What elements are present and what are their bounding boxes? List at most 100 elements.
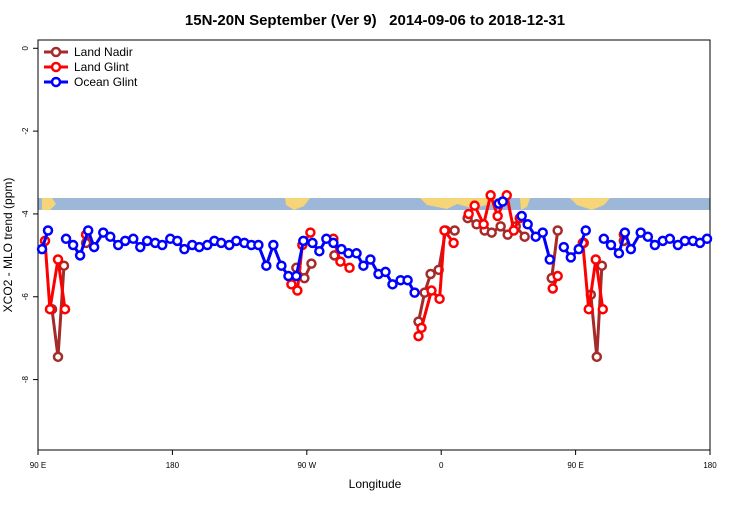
data-point <box>486 227 497 238</box>
data-point <box>52 254 64 265</box>
data-point <box>492 210 503 222</box>
data-point <box>463 208 474 220</box>
data-point <box>495 221 506 232</box>
data-point <box>409 287 420 298</box>
legend-label: Ocean Glint <box>74 75 138 89</box>
data-point <box>597 303 609 315</box>
data-point <box>580 225 592 236</box>
data-point <box>358 260 369 271</box>
legend-label: Land Nadir <box>74 45 133 59</box>
data-point <box>268 239 279 251</box>
data-point <box>36 243 48 255</box>
data-point <box>590 254 602 265</box>
data-point <box>413 330 424 342</box>
data-point <box>552 225 563 236</box>
data-point <box>485 190 496 201</box>
data-point <box>679 235 691 247</box>
map-strip <box>38 198 710 210</box>
x-tick-label: 90 E <box>30 461 46 470</box>
data-point <box>416 322 427 334</box>
y-tick-label: -8 <box>21 375 30 383</box>
data-point <box>335 256 346 267</box>
legend-label: Land Glint <box>74 60 129 74</box>
data-point <box>343 248 354 259</box>
y-tick-label: -2 <box>21 127 30 135</box>
data-point <box>276 260 287 271</box>
data-point <box>74 250 86 261</box>
x-axis-label: Longitude <box>349 477 402 491</box>
data-point <box>591 351 603 363</box>
data-point <box>231 235 242 247</box>
data-point <box>605 239 617 251</box>
data-point <box>307 237 318 249</box>
data-point <box>135 241 146 253</box>
data-point <box>649 239 661 251</box>
data-point <box>329 250 340 261</box>
data-point <box>344 262 355 274</box>
y-tick-label: -4 <box>21 210 30 218</box>
data-point <box>583 303 594 315</box>
chart-title: 15N-20N September (Ver 9) 2014-09-06 to … <box>185 12 565 29</box>
data-point <box>52 351 64 363</box>
data-point <box>305 227 316 238</box>
data-point <box>194 241 205 253</box>
data-point <box>128 233 139 245</box>
data-point <box>552 270 563 282</box>
data-point <box>425 268 436 280</box>
data-point <box>82 225 94 236</box>
data-point <box>516 210 527 222</box>
data-point <box>60 233 72 245</box>
data-point <box>58 260 70 271</box>
data-point <box>613 248 625 259</box>
data-point <box>253 239 264 251</box>
x-tick-label: 90 E <box>567 461 583 470</box>
data-point <box>701 233 713 245</box>
x-tick-label: 90 W <box>297 461 316 470</box>
data-point <box>380 266 391 278</box>
data-point <box>299 272 310 284</box>
plot-frame <box>37 39 711 451</box>
data-point <box>508 225 520 236</box>
series-line <box>45 195 624 336</box>
data-point <box>565 252 577 263</box>
y-axis-label: XCO2 - MLO trend (ppm) <box>1 178 15 313</box>
y-tick-label: -6 <box>21 293 30 301</box>
data-point <box>365 254 376 265</box>
data-point <box>179 243 190 255</box>
data-point <box>67 239 79 251</box>
data-point <box>156 239 168 251</box>
data-point <box>141 235 153 247</box>
data-point <box>261 260 272 271</box>
legend-marker <box>50 61 62 73</box>
data-point <box>449 225 460 236</box>
data-point <box>544 254 556 265</box>
data-point <box>298 235 309 247</box>
data-point <box>469 200 480 211</box>
y-tick-label: 0 <box>21 46 30 51</box>
data-point <box>596 260 608 271</box>
data-point <box>387 279 398 290</box>
x-tick-label: 180 <box>703 461 717 470</box>
data-point <box>42 225 54 236</box>
data-point <box>314 245 325 257</box>
data-point <box>306 258 317 269</box>
data-point <box>119 235 131 247</box>
data-point <box>402 274 413 286</box>
data-point <box>328 237 339 249</box>
data-point <box>439 225 450 236</box>
data-point <box>105 231 116 242</box>
data-point <box>519 231 530 242</box>
data-point <box>88 241 100 253</box>
data-point <box>537 227 548 238</box>
data-point <box>291 270 302 282</box>
data-point <box>642 231 654 242</box>
data-point <box>292 285 303 296</box>
legend-marker <box>50 46 62 58</box>
data-point <box>426 285 437 296</box>
data-point <box>547 283 559 294</box>
data-point <box>558 241 570 253</box>
data-point <box>522 219 533 230</box>
